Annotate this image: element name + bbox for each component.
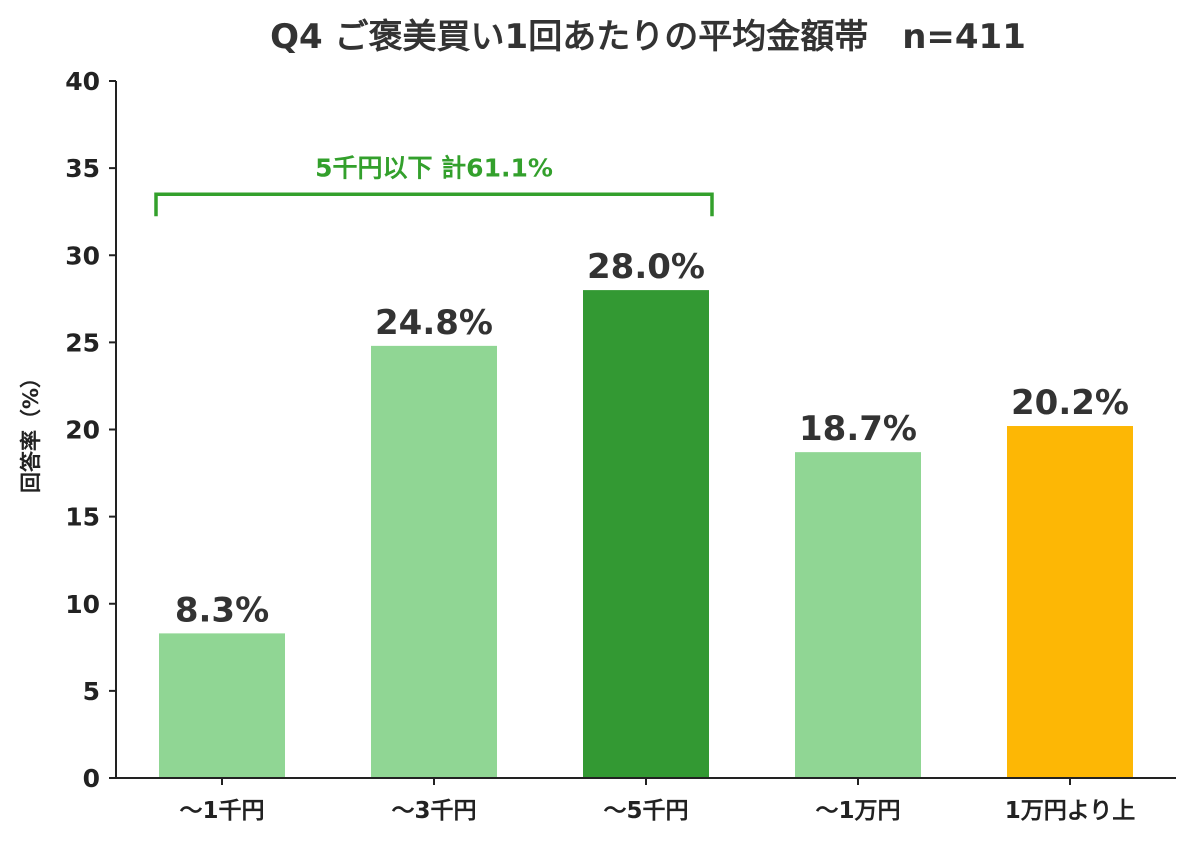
data-label: 28.0% (587, 247, 705, 287)
x-tick-label: 1万円より上 (1005, 798, 1136, 824)
y-tick-label: 25 (65, 328, 100, 357)
annotation-label: 5千円以下 計61.1% (315, 153, 553, 182)
y-tick-label: 10 (65, 590, 100, 619)
data-label: 8.3% (175, 590, 269, 630)
y-tick-label: 20 (65, 416, 100, 445)
bar (1007, 426, 1133, 778)
y-tick-label: 35 (65, 154, 100, 183)
bracket-annotation: 5千円以下 計61.1% (154, 153, 714, 217)
data-label: 24.8% (375, 303, 493, 343)
y-tick-label: 15 (65, 503, 100, 532)
y-tick-label: 40 (65, 67, 100, 96)
bar (583, 290, 709, 778)
x-tick-label: 〜1万円 (815, 798, 900, 824)
bar (159, 633, 285, 778)
y-axis-label: 回答率（%） (19, 367, 43, 493)
x-tick-label: 〜3千円 (391, 798, 476, 824)
chart-title: Q4 ご褒美買い1回あたりの平均金額帯 n=411 (270, 17, 1026, 57)
bar (371, 345, 497, 778)
data-label: 20.2% (1011, 383, 1129, 423)
data-label: 18.7% (799, 409, 917, 449)
y-tick-label: 30 (65, 241, 100, 270)
x-tick-label: 〜1千円 (179, 798, 264, 824)
y-tick-label: 0 (83, 764, 100, 793)
bars: 8.3% 24.8% 28.0% 18.7% 20.2% (159, 247, 1133, 778)
bracket-line (154, 192, 714, 217)
y-axis: 0 5 10 15 20 25 30 35 40 (65, 67, 117, 793)
y-tick-label: 5 (83, 677, 100, 706)
bar (795, 452, 921, 778)
x-axis: 〜1千円 〜3千円 〜5千円 〜1万円 1万円より上 (116, 777, 1176, 824)
x-tick-label: 〜5千円 (603, 798, 688, 824)
